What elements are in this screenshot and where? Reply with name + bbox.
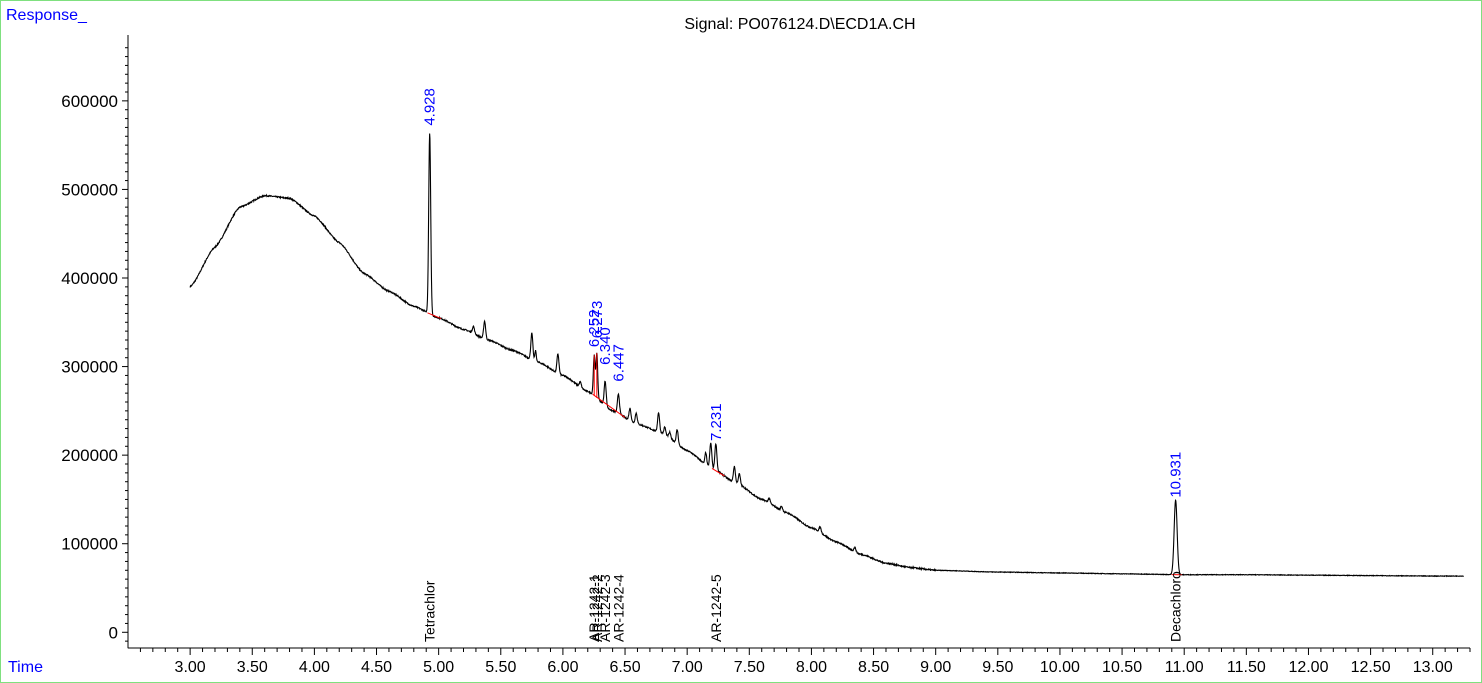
x-tick-label: 5.50 xyxy=(485,659,516,676)
x-tick-label: 5.00 xyxy=(423,659,454,676)
x-tick-label: 6.00 xyxy=(547,659,578,676)
axes: 0 100000 200000 300000 400000 500000 600000 3.0… xyxy=(61,35,1471,676)
y-tick-label: 500000 xyxy=(61,180,118,199)
x-tick-label: 7.00 xyxy=(672,659,703,676)
signal-trace xyxy=(189,133,1465,578)
x-tick-label: 13.00 xyxy=(1413,659,1453,676)
y-tick-label: 200000 xyxy=(61,446,118,465)
x-tick-label: 4.00 xyxy=(299,659,330,676)
x-tick-label: 12.50 xyxy=(1351,659,1391,676)
x-tick-label: 6.50 xyxy=(609,659,640,676)
compound-labels: Tetrachlor AR-1242-1AR-1242-2AR-1242-3AR-… xyxy=(422,571,1184,642)
compound-label: Decachloro xyxy=(1168,571,1184,642)
x-tick-label: 10.50 xyxy=(1102,659,1142,676)
x-tick-label: 3.50 xyxy=(237,659,268,676)
x-axis-label: Time xyxy=(8,659,43,676)
integration-baseline xyxy=(592,393,626,418)
y-tick-label: 0 xyxy=(109,623,118,642)
peak-rt-label: 6.273 xyxy=(589,301,606,339)
x-tick-label: 9.00 xyxy=(920,659,951,676)
x-tick-label: 8.50 xyxy=(858,659,889,676)
x-tick-label: 12.00 xyxy=(1288,659,1328,676)
compound-label: AR-1242-3 xyxy=(597,574,613,642)
x-tick-label: 7.50 xyxy=(734,659,765,676)
y-axis-label: Response_ xyxy=(6,7,87,24)
chart-title: Signal: PO076124.D\ECD1A.CH xyxy=(684,16,916,33)
peak-rt-label: 6.447 xyxy=(610,344,627,382)
y-tick-label: 400000 xyxy=(61,269,118,288)
x-tick-label: 11.50 xyxy=(1227,659,1266,676)
signal-layer xyxy=(189,133,1465,578)
peak-rt-label: 6.252 xyxy=(586,310,603,348)
y-tick-label: 300000 xyxy=(61,358,118,377)
y-tick-label: 600000 xyxy=(61,92,118,111)
compound-label: AR-1242-4 xyxy=(610,574,626,642)
integration-baseline xyxy=(711,468,725,477)
compound-label: Tetrachlor xyxy=(422,580,438,642)
x-tick-label: 8.00 xyxy=(796,659,827,676)
baseline-segments xyxy=(427,312,1182,576)
x-tick-label: 3.00 xyxy=(175,659,206,676)
x-tick-label: 4.50 xyxy=(361,659,392,676)
x-tick-label: 10.00 xyxy=(1040,659,1080,676)
peak-rt-label: 6.340 xyxy=(597,327,614,365)
x-tick-label: 9.50 xyxy=(982,659,1013,676)
compound-label: AR-1242-2 xyxy=(589,574,605,642)
peak-rt-label: 4.928 xyxy=(422,88,439,126)
x-tick-label: 11.00 xyxy=(1165,659,1204,676)
peak-rt-label: 7.231 xyxy=(708,403,725,441)
integration-baseline xyxy=(427,312,442,320)
peak-rt-label: 10.931 xyxy=(1168,452,1185,498)
compound-label: AR-1242-1 xyxy=(586,574,602,642)
compound-label: AR-1242-5 xyxy=(708,574,724,642)
y-tick-label: 100000 xyxy=(61,535,118,554)
